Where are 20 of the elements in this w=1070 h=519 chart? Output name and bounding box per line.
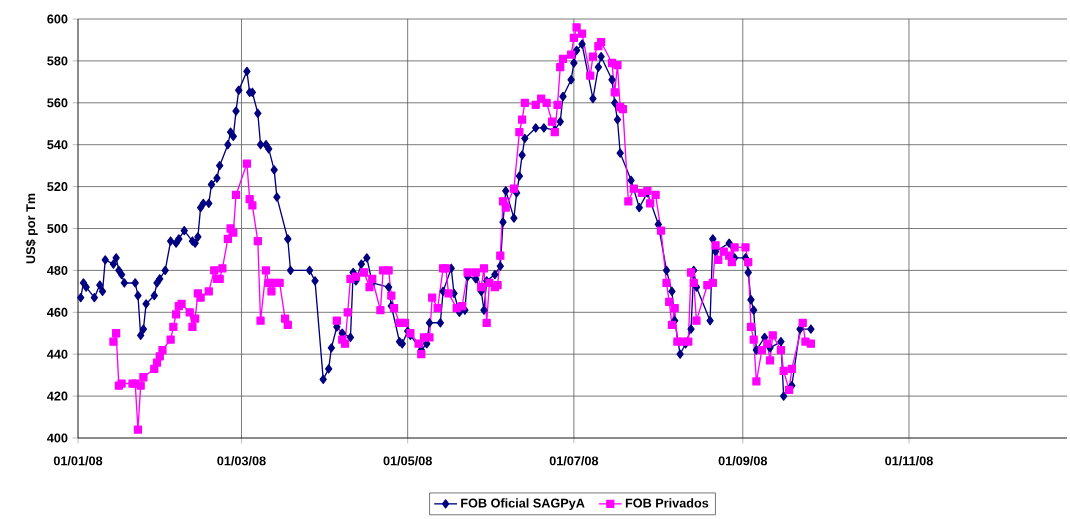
- y-tick-label: 460: [47, 307, 68, 317]
- y-tick-label: 560: [47, 98, 68, 108]
- x-tick-label: 01/07/08: [549, 456, 599, 466]
- x-tick-label: 01/05/08: [383, 456, 432, 466]
- y-tick-label: 580: [47, 56, 68, 66]
- legend-label: FOB Privados: [625, 498, 709, 508]
- x-tick-label: 01/01/08: [53, 456, 103, 466]
- y-tick-label: 520: [47, 182, 68, 192]
- x-tick-label: 01/03/08: [217, 456, 266, 466]
- x-tick-label: 01/09/08: [718, 456, 768, 466]
- y-tick-label: 440: [47, 349, 68, 359]
- y-tick-label: 500: [47, 224, 68, 233]
- y-tick-label: 600: [47, 14, 68, 24]
- y-tick-label: 480: [47, 265, 68, 275]
- y-tick-label: 400: [47, 433, 68, 443]
- y-axis-title: US$ por Tm: [25, 193, 38, 264]
- legend-label: FOB Oficial SAGPyA: [461, 498, 585, 511]
- y-tick-label: 540: [47, 140, 68, 150]
- y-tick-label: 420: [47, 391, 68, 401]
- x-tick-label: 01/11/08: [885, 456, 933, 466]
